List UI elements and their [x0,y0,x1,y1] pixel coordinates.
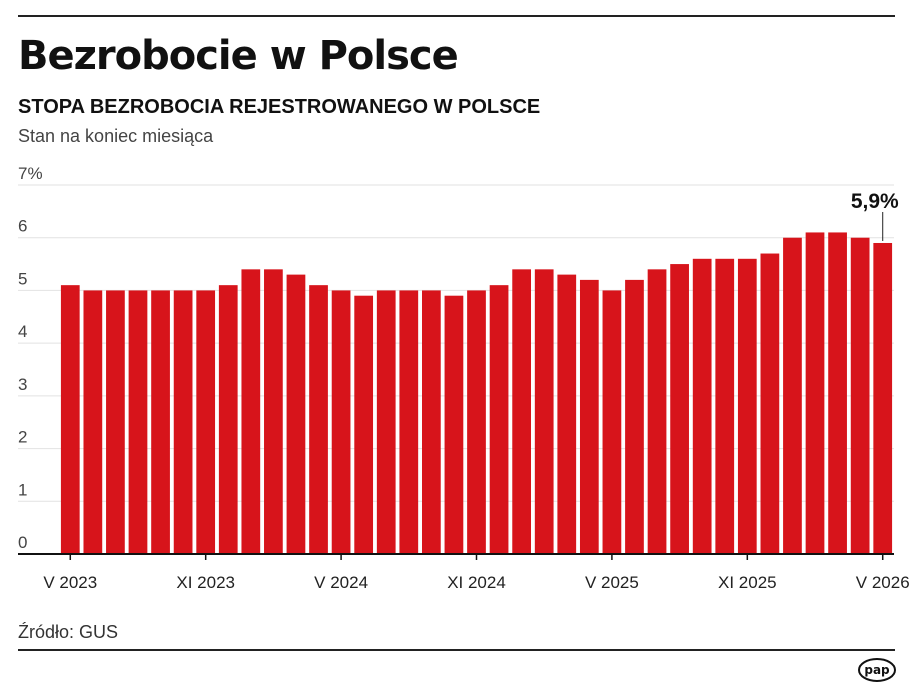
y-tick-label: 3 [18,375,27,394]
bar: VII 2023 [106,290,125,554]
y-tick-label: 0 [18,533,27,552]
bar: VIII 2024 [399,290,419,554]
bar: XII 2025 [760,253,780,554]
chart-note: Stan na koniec miesiąca [18,126,214,146]
annotation-label: 5,9% [851,190,899,213]
bar: IV 2024 [309,285,328,554]
bar: III 2026 [828,232,847,554]
bar: IX 2025 [692,258,712,554]
bar: X 2025 [715,258,735,554]
x-tick-label: XI 2025 [718,573,777,592]
top-rule [18,15,895,17]
bar: V 2025 [602,290,622,554]
bottom-rule [18,649,895,651]
bar: I 2025 [512,269,532,554]
y-axis-ticks: 0 1 2 3 4 5 6 7% [18,164,43,552]
bar: III 2025 [557,274,577,554]
x-tick-label: V 2026 [856,573,910,592]
x-tick-label: XI 2024 [447,573,506,592]
chart-subtitle: STOPA BEZROBOCIA REJESTROWANEGO W POLSCE [18,96,541,118]
y-tick-label: 5 [18,269,27,288]
bar: I 2024 [241,269,261,554]
bar: IV 2025 [579,279,599,554]
y-tick-label: 2 [18,428,27,447]
bar: XII 2023 [218,285,238,554]
bar: X 2023 [173,290,193,554]
y-tick-label: 6 [18,217,27,236]
bar: XI 2023 [196,290,216,554]
bar: XII 2024 [489,285,509,554]
bar: VI 2023 [83,290,103,554]
bar: V 2026 [873,242,893,554]
x-tick-label: V 2024 [314,573,368,592]
x-axis-ticks: V 2023 XI 2023 V 2024 XI 2024 V 2025 XI 2025 V… [43,554,910,592]
y-tick-label: 1 [18,480,27,499]
page-title: Bezrobocie w Polsce [18,33,459,79]
bar: V 2024 [331,290,351,554]
bar: XI 2024 [467,290,486,554]
bar: V 2023 [60,285,80,554]
x-tick-label: XI 2023 [176,573,235,592]
bar: X 2024 [444,295,464,554]
pap-logo: pap [858,658,896,682]
bar: I 2026 [783,237,802,554]
bar: VIII 2023 [128,290,148,554]
y-tick-label: 4 [18,322,27,341]
annotation: 5,9% [851,190,899,241]
bar: IV 2026 [850,237,870,554]
bar: VII 2025 [647,269,667,554]
source-note: Źródło: GUS [18,622,119,642]
x-tick-label: V 2023 [43,573,97,592]
bar: III 2024 [286,274,306,554]
bar: IX 2023 [151,290,170,554]
bar: VI 2025 [625,279,644,554]
bar: IX 2024 [421,290,441,554]
bar: II 2024 [264,269,283,554]
y-tick-label: 7% [18,164,43,183]
svg-text:pap: pap [864,663,890,677]
bar: XI 2025 [737,258,757,554]
bar: VIII 2025 [670,264,689,554]
bar: II 2026 [805,232,825,554]
bar: VI 2024 [354,295,374,554]
bar: VII 2024 [376,290,396,554]
bar: II 2025 [534,269,554,554]
x-tick-label: V 2025 [585,573,639,592]
